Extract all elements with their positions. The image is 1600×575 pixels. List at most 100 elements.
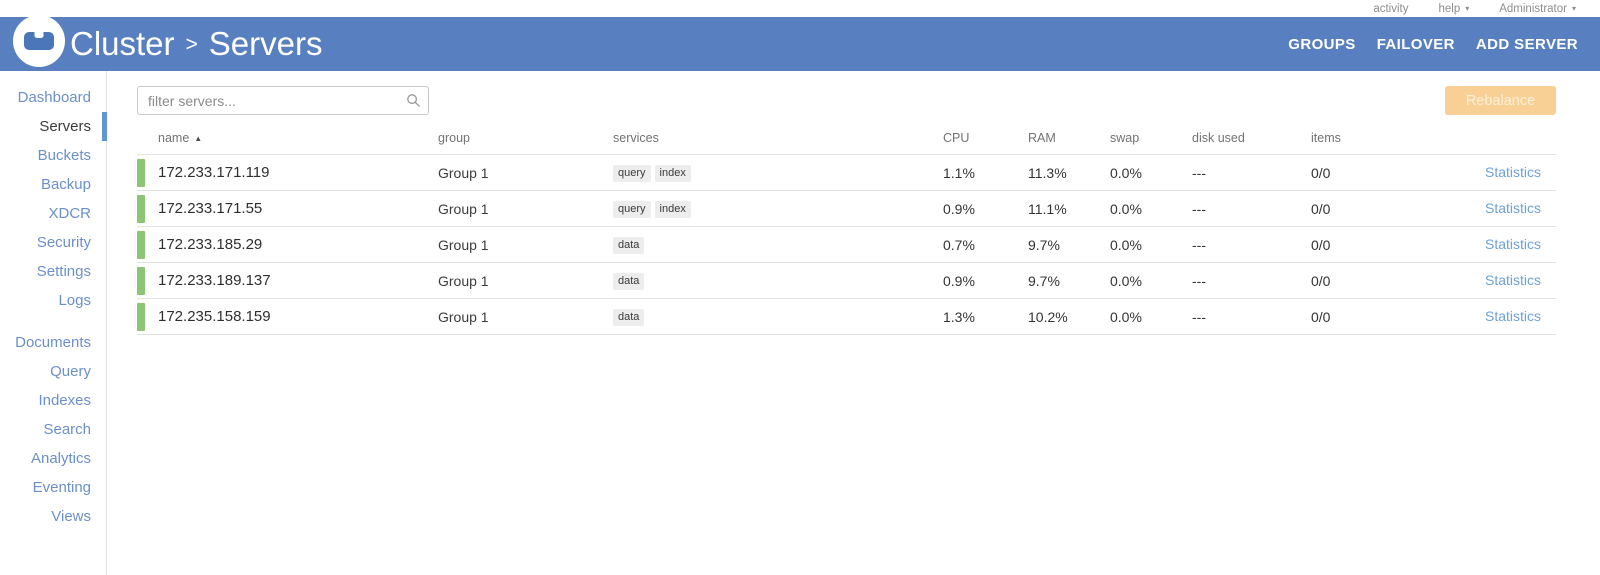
failover-button[interactable]: FAILOVER: [1376, 35, 1455, 53]
server-group: Group 1: [438, 272, 489, 289]
server-services: data: [613, 235, 943, 254]
server-swap: 0.0%: [1110, 236, 1142, 253]
server-cpu: 0.7%: [943, 236, 975, 253]
server-group: Group 1: [438, 200, 489, 217]
statistics-link[interactable]: Statistics: [1484, 199, 1541, 216]
statistics-cell: Statistics: [1437, 272, 1556, 290]
server-disk-used: ---: [1192, 236, 1206, 253]
server-disk-used: ---: [1192, 272, 1206, 289]
groups-button[interactable]: GROUPS: [1288, 35, 1356, 53]
main-content: Rebalance name ▲ group services CPU RAM s…: [107, 71, 1600, 575]
statistics-link[interactable]: Statistics: [1484, 271, 1541, 288]
add-server-button[interactable]: ADD SERVER: [1475, 35, 1578, 53]
chevron-down-icon: ▾: [1571, 3, 1576, 13]
table-row: 172.233.185.29 Group 1 data 0.7% 9.7% 0.0% ---…: [137, 227, 1556, 263]
server-name: 172.233.171.55: [158, 200, 263, 217]
service-badge-data: data: [613, 309, 645, 326]
server-health-indicator: [137, 158, 145, 187]
server-health-indicator: [137, 230, 145, 259]
server-ram: 9.7%: [1028, 272, 1060, 289]
server-services: query index: [613, 163, 943, 182]
server-disk-used: ---: [1192, 308, 1206, 325]
filter-servers-input[interactable]: [137, 86, 429, 115]
sidebar-item-dashboard[interactable]: Dashboard: [17, 89, 91, 106]
activity-label: activity: [1373, 2, 1409, 15]
column-header-swap[interactable]: swap: [1110, 131, 1140, 145]
sidebar: Dashboard Servers Buckets Backup XDCR Securit…: [0, 71, 107, 575]
server-health-indicator: [137, 302, 145, 331]
couchbase-logo-icon: [13, 15, 65, 67]
server-swap: 0.0%: [1110, 272, 1142, 289]
filter-wrap: [137, 86, 429, 115]
sidebar-item-search[interactable]: Search: [43, 421, 91, 438]
server-items: 0/0: [1311, 308, 1331, 325]
activity-link[interactable]: activity: [1373, 3, 1408, 15]
service-badge-query: query: [613, 201, 651, 218]
sidebar-item-servers[interactable]: Servers: [0, 112, 107, 141]
sidebar-item-documents[interactable]: Documents: [15, 334, 91, 351]
server-ram: 9.7%: [1028, 236, 1060, 253]
column-header-ram[interactable]: RAM: [1028, 131, 1056, 145]
server-items: 0/0: [1311, 200, 1331, 217]
sort-ascending-icon: ▲: [194, 134, 203, 143]
server-items: 0/0: [1311, 236, 1331, 253]
server-swap: 0.0%: [1110, 308, 1142, 325]
server-name: 172.233.185.29: [158, 236, 263, 253]
column-header-group[interactable]: group: [438, 131, 470, 145]
server-health-indicator: [137, 194, 145, 223]
statistics-cell: Statistics: [1437, 164, 1556, 182]
table-row: 172.235.158.159 Group 1 data 1.3% 10.2% 0.0% -…: [137, 299, 1556, 335]
sidebar-item-eventing[interactable]: Eventing: [32, 479, 91, 496]
table-row: 172.233.171.55 Group 1 query index 0.9% 11.1%…: [137, 191, 1556, 227]
server-services: data: [613, 271, 943, 290]
service-badge-index: index: [654, 165, 691, 182]
breadcrumb-section: Cluster: [70, 25, 175, 62]
server-items: 0/0: [1311, 164, 1331, 181]
statistics-link[interactable]: Statistics: [1484, 307, 1541, 324]
server-group: Group 1: [438, 236, 489, 253]
server-services: query index: [613, 199, 943, 218]
sidebar-item-buckets[interactable]: Buckets: [37, 147, 91, 164]
statistics-link[interactable]: Statistics: [1484, 163, 1541, 180]
server-services: data: [613, 307, 943, 326]
statistics-cell: Statistics: [1437, 236, 1556, 254]
column-header-name-label: name: [158, 131, 190, 145]
sidebar-item-backup[interactable]: Backup: [40, 176, 91, 193]
search-icon: [407, 94, 420, 107]
sidebar-item-analytics[interactable]: Analytics: [30, 450, 91, 467]
sidebar-item-query[interactable]: Query: [50, 363, 91, 380]
server-disk-used: ---: [1192, 164, 1206, 181]
table-body: 172.233.171.119 Group 1 query index 1.1% 11.3…: [137, 155, 1556, 335]
chevron-down-icon: ▾: [1465, 3, 1470, 13]
sidebar-item-xdcr[interactable]: XDCR: [48, 205, 91, 222]
column-header-items[interactable]: items: [1311, 131, 1341, 145]
server-disk-used: ---: [1192, 200, 1206, 217]
sidebar-item-indexes[interactable]: Indexes: [38, 392, 91, 409]
header-menu: GROUPS FAILOVER ADD SERVER: [1288, 36, 1600, 53]
sidebar-item-views[interactable]: Views: [51, 508, 91, 525]
user-menu[interactable]: Administrator ▾: [1499, 3, 1576, 15]
sidebar-item-security[interactable]: Security: [36, 234, 91, 251]
service-badge-data: data: [613, 237, 645, 254]
breadcrumb-separator: >: [185, 33, 198, 56]
sidebar-item-settings[interactable]: Settings: [36, 263, 91, 280]
server-swap: 0.0%: [1110, 200, 1142, 217]
table-row: 172.233.171.119 Group 1 query index 1.1% 11.3…: [137, 155, 1556, 191]
column-header-cpu[interactable]: CPU: [943, 131, 970, 145]
server-ram: 10.2%: [1028, 308, 1068, 325]
column-header-disk-used[interactable]: disk used: [1192, 131, 1245, 145]
server-ram: 11.3%: [1028, 164, 1067, 181]
server-name: 172.233.189.137: [158, 272, 271, 289]
column-header-services[interactable]: services: [613, 131, 659, 145]
sidebar-item-logs[interactable]: Logs: [58, 292, 91, 309]
statistics-link[interactable]: Statistics: [1484, 235, 1541, 252]
help-menu[interactable]: help ▾: [1438, 3, 1469, 15]
utility-bar: activity help ▾ Administrator ▾: [0, 0, 1600, 17]
server-items: 0/0: [1311, 272, 1331, 289]
statistics-cell: Statistics: [1437, 200, 1556, 218]
rebalance-button[interactable]: Rebalance: [1445, 86, 1556, 115]
server-group: Group 1: [438, 308, 489, 325]
sidebar-group: Dashboard Servers Buckets Backup XDCR Securit…: [0, 83, 107, 315]
column-header-name[interactable]: name ▲: [145, 131, 438, 145]
server-cpu: 0.9%: [943, 200, 975, 217]
